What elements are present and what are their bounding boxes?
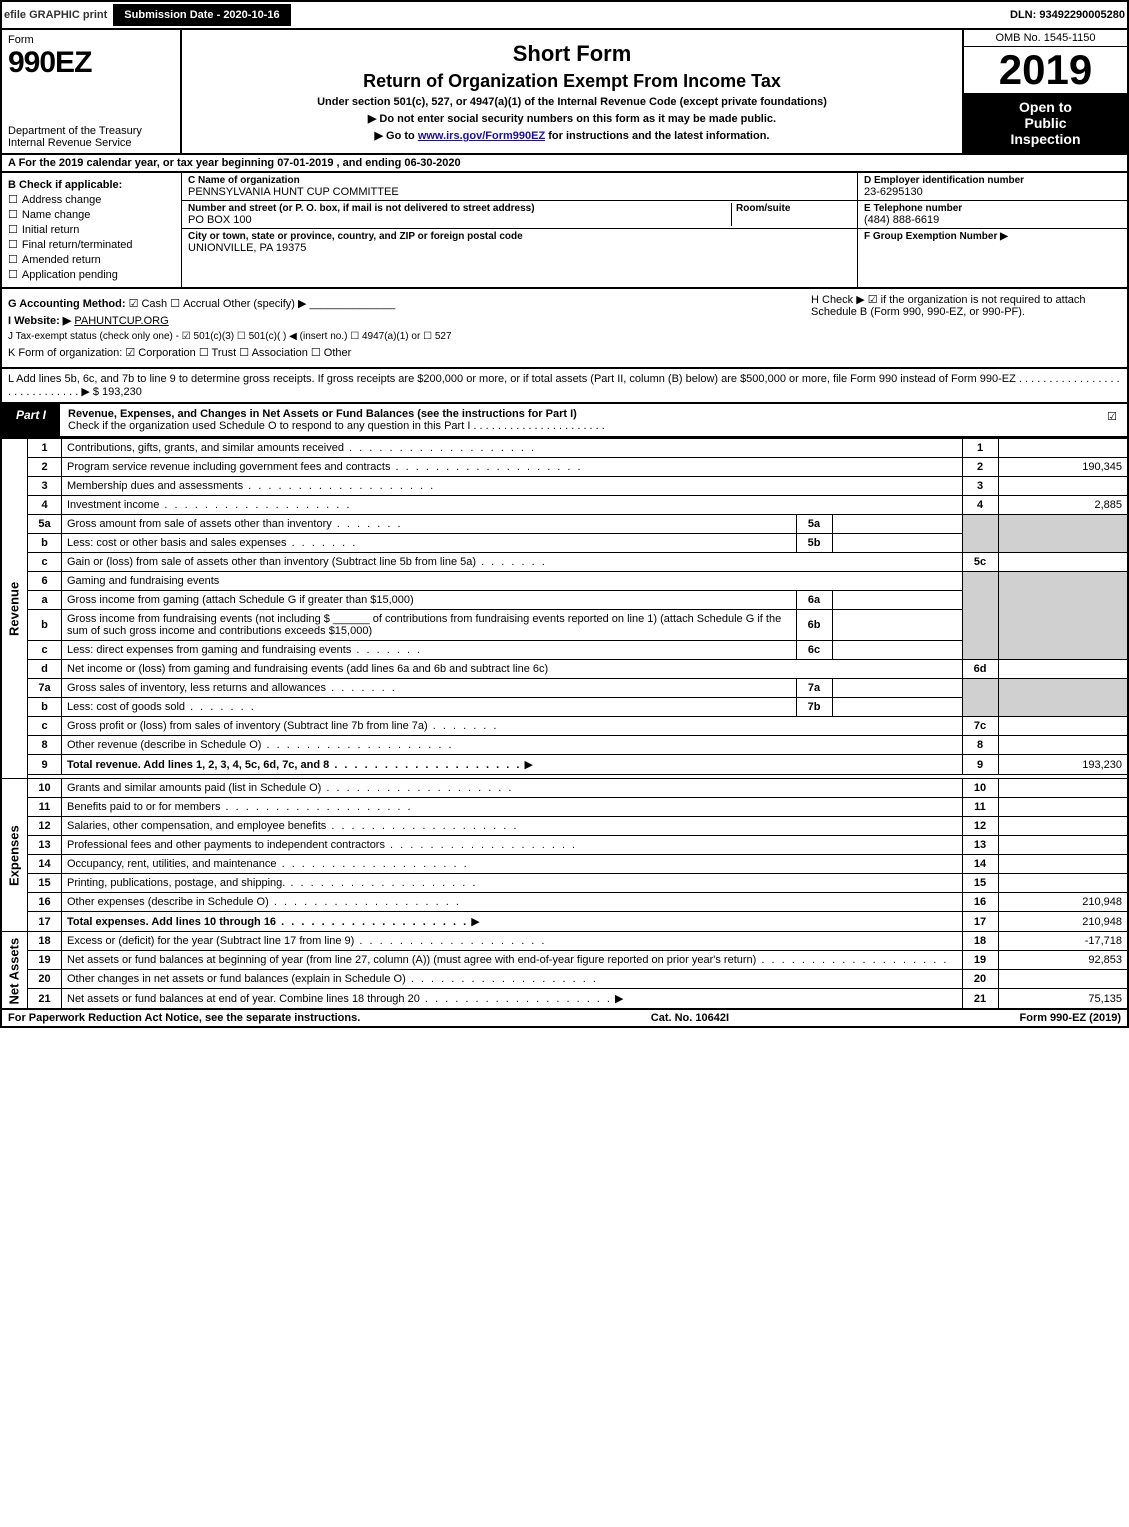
check-cash[interactable]: Cash	[129, 298, 168, 310]
line16-value: 210,948	[998, 893, 1128, 912]
phone-label: E Telephone number	[864, 203, 1121, 214]
line3-value	[998, 477, 1128, 496]
title-return: Return of Organization Exempt From Incom…	[188, 71, 956, 92]
netassets-vert-label: Net Assets	[1, 932, 28, 1010]
tax-exempt-status: J Tax-exempt status (check only one) - ☑…	[8, 331, 799, 342]
city-value: UNIONVILLE, PA 19375	[188, 242, 851, 254]
line11-value	[998, 798, 1128, 817]
line2-value: 190,345	[998, 458, 1128, 477]
line13-value	[998, 836, 1128, 855]
section-def: D Employer identification number 23-6295…	[857, 173, 1127, 287]
top-bar: efile GRAPHIC print Submission Date - 20…	[0, 0, 1129, 30]
check-final-return[interactable]: Final return/terminated	[8, 238, 175, 251]
line10-value	[998, 779, 1128, 798]
line6c-value	[832, 641, 962, 660]
check-address-change[interactable]: Address change	[8, 193, 175, 206]
section-b-label: B Check if applicable:	[8, 179, 175, 191]
dept-treasury: Department of the Treasury	[8, 125, 174, 137]
line7b-value	[832, 698, 962, 717]
part1-checkbox[interactable]: ☑	[1097, 404, 1127, 436]
line4-value: 2,885	[998, 496, 1128, 515]
org-name-value: PENNSYLVANIA HUNT CUP COMMITTEE	[188, 186, 851, 198]
footer: For Paperwork Reduction Act Notice, see …	[0, 1010, 1129, 1028]
line17-value: 210,948	[998, 912, 1128, 932]
line7a-value	[832, 679, 962, 698]
line20-value	[998, 970, 1128, 989]
check-initial-return[interactable]: Initial return	[8, 223, 175, 236]
header-left: Form 990EZ Department of the Treasury In…	[2, 30, 182, 153]
form-header: Form 990EZ Department of the Treasury In…	[0, 30, 1129, 155]
check-application-pending[interactable]: Application pending	[8, 268, 175, 281]
phone-value: (484) 888-6619	[864, 214, 1121, 226]
website-value[interactable]: PAHUNTCUP.ORG	[74, 315, 168, 327]
dln-label: DLN: 93492290005280	[1010, 9, 1125, 21]
form-word: Form	[8, 34, 174, 46]
header-mid: Short Form Return of Organization Exempt…	[182, 30, 962, 153]
line6b-value	[832, 610, 962, 641]
street-label: Number and street (or P. O. box, if mail…	[188, 203, 731, 214]
section-l: L Add lines 5b, 6c, and 7b to line 9 to …	[0, 369, 1129, 404]
subtitle-code: Under section 501(c), 527, or 4947(a)(1)…	[188, 96, 956, 108]
tax-year: 2019	[964, 47, 1127, 93]
line5a-value	[832, 515, 962, 534]
irs-link[interactable]: www.irs.gov/Form990EZ	[418, 130, 545, 142]
ein-label: D Employer identification number	[864, 175, 1121, 186]
accounting-method: G Accounting Method: Cash Accrual Other …	[8, 297, 799, 310]
line14-value	[998, 855, 1128, 874]
section-ghijk: G Accounting Method: Cash Accrual Other …	[0, 289, 1129, 369]
title-short-form: Short Form	[188, 41, 956, 67]
ein-value: 23-6295130	[864, 186, 1121, 198]
city-label: City or town, state or province, country…	[188, 231, 851, 242]
line5b-value	[832, 534, 962, 553]
line21-value: 75,135	[998, 989, 1128, 1010]
line8-value	[998, 736, 1128, 755]
line7c-value	[998, 717, 1128, 736]
line18-value: -17,718	[998, 932, 1128, 951]
form-of-organization: K Form of organization: ☑ Corporation ☐ …	[8, 346, 799, 359]
footer-paperwork: For Paperwork Reduction Act Notice, see …	[8, 1012, 360, 1024]
revenue-vert-label: Revenue	[1, 439, 28, 779]
line12-value	[998, 817, 1128, 836]
irs-label: Internal Revenue Service	[8, 137, 174, 149]
line1-value	[998, 439, 1128, 458]
part1-table: Revenue 1 Contributions, gifts, grants, …	[0, 438, 1129, 1010]
section-h: H Check ▶ ☑ if the organization is not r…	[811, 293, 1121, 363]
footer-catno: Cat. No. 10642I	[651, 1012, 729, 1024]
submission-date-badge: Submission Date - 2020-10-16	[113, 4, 290, 26]
part1-tab: Part I	[2, 404, 60, 436]
line9-value: 193,230	[998, 755, 1128, 775]
subtitle-goto: ▶ Go to www.irs.gov/Form990EZ for instru…	[188, 129, 956, 142]
subtitle-ssn: ▶ Do not enter social security numbers o…	[188, 112, 956, 125]
open-public-badge: Open to Public Inspection	[964, 93, 1127, 153]
efile-label: efile GRAPHIC print	[4, 9, 107, 21]
line15-value	[998, 874, 1128, 893]
check-accrual[interactable]: Accrual	[170, 298, 220, 310]
section-b: B Check if applicable: Address change Na…	[2, 173, 182, 287]
gross-receipts-value: 193,230	[102, 386, 142, 398]
org-name-label: C Name of organization	[188, 175, 851, 186]
line6a-value	[832, 591, 962, 610]
header-right: OMB No. 1545-1150 2019 Open to Public In…	[962, 30, 1127, 153]
line6d-value	[998, 660, 1128, 679]
section-c: C Name of organization PENNSYLVANIA HUNT…	[182, 173, 857, 287]
form-number: 990EZ	[8, 46, 174, 80]
street-value: PO BOX 100	[188, 214, 731, 226]
group-exemption-label: F Group Exemption Number ▶	[864, 231, 1121, 242]
line5c-value	[998, 553, 1128, 572]
check-name-change[interactable]: Name change	[8, 208, 175, 221]
footer-formref: Form 990-EZ (2019)	[1020, 1012, 1121, 1024]
check-amended-return[interactable]: Amended return	[8, 253, 175, 266]
omb-number: OMB No. 1545-1150	[964, 30, 1127, 47]
info-grid: B Check if applicable: Address change Na…	[0, 173, 1129, 289]
expenses-vert-label: Expenses	[1, 779, 28, 932]
section-a: A For the 2019 calendar year, or tax yea…	[0, 155, 1129, 173]
room-label: Room/suite	[736, 203, 851, 214]
part1-header: Part I Revenue, Expenses, and Changes in…	[0, 404, 1129, 438]
part1-title: Revenue, Expenses, and Changes in Net As…	[60, 404, 1097, 436]
website-line: I Website: ▶ PAHUNTCUP.ORG	[8, 314, 799, 327]
line19-value: 92,853	[998, 951, 1128, 970]
